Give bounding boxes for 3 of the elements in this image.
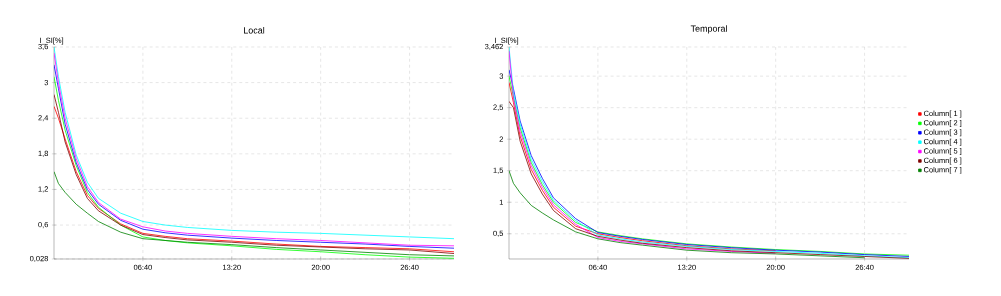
chart-title: Local [244, 26, 265, 34]
line-series [509, 170, 865, 259]
chart-title: Temporal [690, 25, 727, 34]
